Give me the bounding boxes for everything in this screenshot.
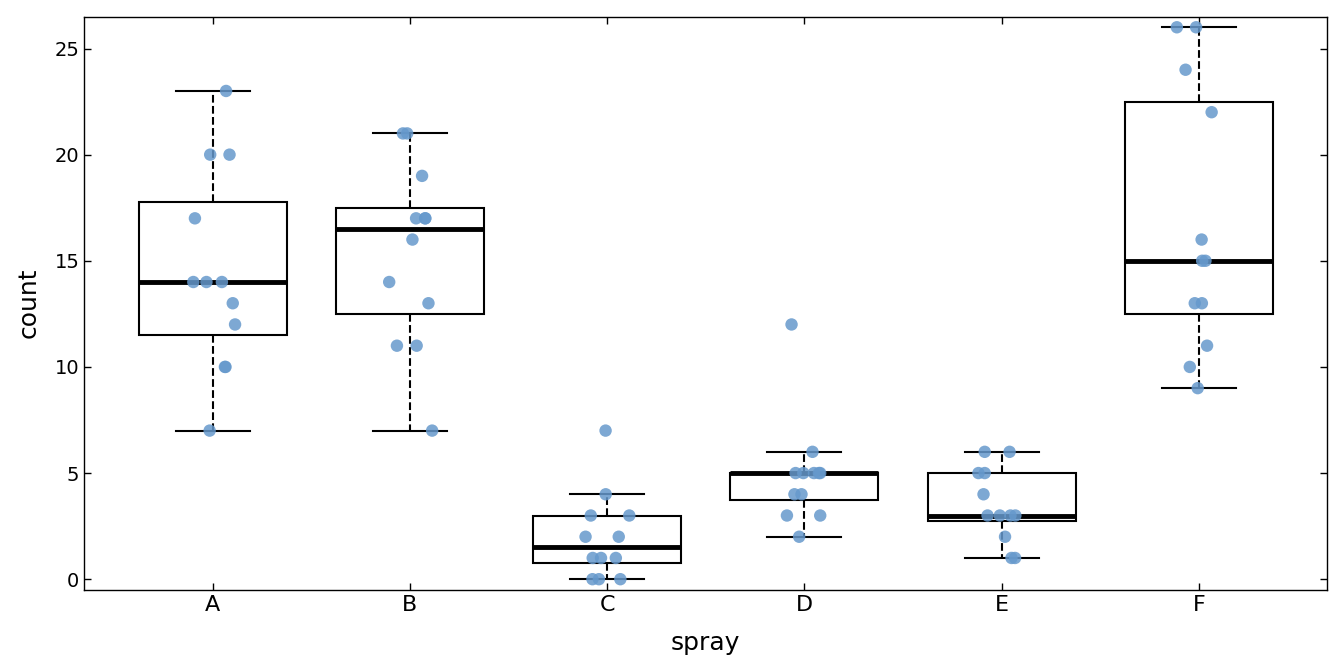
Point bbox=[1167, 22, 1188, 33]
Point bbox=[581, 510, 602, 521]
Point bbox=[590, 552, 612, 563]
Point bbox=[1196, 340, 1218, 351]
Point bbox=[199, 149, 220, 160]
Point bbox=[784, 489, 805, 500]
Point bbox=[211, 277, 233, 288]
Point bbox=[582, 574, 603, 585]
Point bbox=[414, 213, 435, 224]
Point bbox=[418, 298, 439, 308]
Point bbox=[804, 468, 825, 478]
Point bbox=[224, 319, 246, 330]
Point bbox=[777, 510, 798, 521]
Point bbox=[1191, 298, 1212, 308]
Point bbox=[1175, 65, 1196, 75]
Point bbox=[809, 468, 831, 478]
Point bbox=[422, 425, 444, 436]
Point bbox=[214, 362, 235, 372]
Point bbox=[989, 510, 1011, 521]
Point bbox=[802, 446, 824, 457]
Point bbox=[999, 446, 1020, 457]
Point bbox=[219, 149, 241, 160]
Point bbox=[1004, 510, 1025, 521]
Point bbox=[610, 574, 632, 585]
Point bbox=[589, 574, 610, 585]
Point bbox=[1004, 552, 1025, 563]
Point bbox=[789, 532, 810, 542]
Point bbox=[402, 234, 423, 245]
Point bbox=[386, 340, 407, 351]
Point bbox=[414, 213, 435, 224]
Point bbox=[1184, 298, 1206, 308]
Point bbox=[974, 446, 996, 457]
Point bbox=[1191, 255, 1212, 266]
Point bbox=[406, 340, 427, 351]
Point bbox=[618, 510, 640, 521]
Point bbox=[790, 489, 812, 500]
PathPatch shape bbox=[927, 473, 1075, 521]
Point bbox=[974, 468, 996, 478]
Point bbox=[973, 489, 995, 500]
Point bbox=[406, 213, 427, 224]
Point bbox=[1202, 107, 1223, 118]
Point bbox=[781, 319, 802, 330]
Point bbox=[196, 277, 218, 288]
Point bbox=[1187, 383, 1208, 394]
Point bbox=[1185, 22, 1207, 33]
X-axis label: spray: spray bbox=[671, 631, 741, 655]
Point bbox=[392, 128, 414, 139]
Point bbox=[183, 277, 204, 288]
PathPatch shape bbox=[1125, 101, 1273, 314]
Point bbox=[582, 552, 603, 563]
PathPatch shape bbox=[336, 208, 484, 314]
Point bbox=[595, 489, 617, 500]
Point bbox=[1000, 510, 1021, 521]
Point bbox=[215, 85, 237, 96]
Point bbox=[396, 128, 418, 139]
Point bbox=[215, 362, 237, 372]
Point bbox=[1191, 234, 1212, 245]
Point bbox=[595, 425, 617, 436]
Point bbox=[793, 468, 814, 478]
Point bbox=[607, 532, 629, 542]
Point bbox=[977, 510, 999, 521]
Point bbox=[575, 532, 597, 542]
PathPatch shape bbox=[138, 202, 286, 335]
Point bbox=[1195, 255, 1216, 266]
Point bbox=[605, 552, 626, 563]
Point bbox=[785, 468, 806, 478]
Point bbox=[1001, 552, 1023, 563]
Point bbox=[184, 213, 206, 224]
Point bbox=[379, 277, 401, 288]
Point bbox=[808, 468, 829, 478]
Point bbox=[199, 425, 220, 436]
Y-axis label: count: count bbox=[16, 268, 40, 339]
PathPatch shape bbox=[534, 515, 681, 563]
Point bbox=[809, 510, 831, 521]
Point bbox=[995, 532, 1016, 542]
Point bbox=[411, 171, 433, 181]
Point bbox=[968, 468, 989, 478]
Point bbox=[1179, 362, 1200, 372]
PathPatch shape bbox=[731, 473, 879, 499]
Point bbox=[222, 298, 243, 308]
